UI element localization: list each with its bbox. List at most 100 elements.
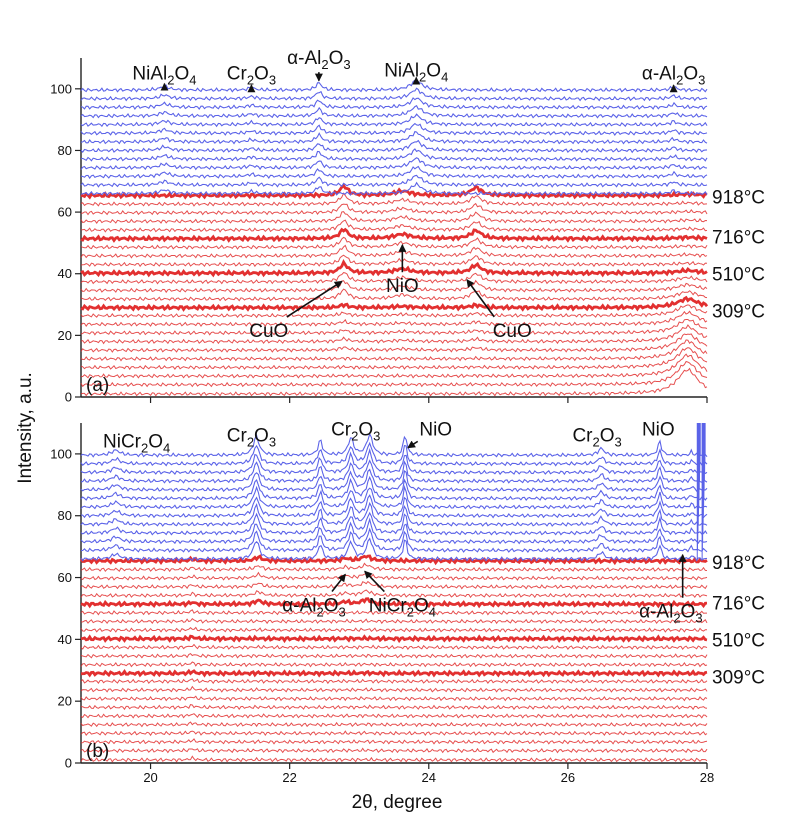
heating-trace	[80, 360, 708, 388]
heating-trace	[80, 367, 708, 397]
y-tick-label: 80	[58, 143, 72, 158]
cooling-trace	[80, 468, 708, 493]
heating-trace	[80, 183, 708, 200]
cooling-trace	[80, 165, 708, 180]
phase-label-part: Cr	[227, 426, 248, 447]
phase-label: Cr2O3	[227, 426, 276, 450]
phase-label-part: 3	[269, 73, 276, 88]
heating-trace	[80, 202, 708, 216]
phase-label-part: 4	[163, 441, 170, 456]
cooling-trace	[80, 122, 708, 136]
phase-label: NiO	[642, 419, 675, 440]
temperature-label: 918°C	[712, 188, 765, 209]
cooling-trace	[80, 494, 708, 519]
heating-trace	[80, 747, 708, 754]
cooling-trace	[80, 537, 708, 562]
heating-trace	[80, 652, 708, 659]
cooling-trace	[80, 527, 708, 554]
phase-label: Cr2O3	[227, 64, 276, 88]
phase-arrow	[407, 440, 419, 449]
phase-label-part: α-Al	[282, 596, 316, 617]
heating-trace	[80, 704, 708, 711]
cooling-trace	[80, 130, 708, 145]
cooling-trace	[80, 459, 708, 484]
heating-trace	[80, 562, 708, 573]
heating-trace	[80, 738, 708, 745]
phase-label-part: 2	[419, 69, 426, 84]
heating-trace	[80, 755, 708, 763]
x-tick-label: 24	[422, 770, 436, 785]
y-tick-label: 40	[58, 266, 72, 281]
heating-trace	[80, 634, 708, 644]
y-tick-label: 40	[58, 632, 72, 647]
y-axis-title: Intensity, a.u.	[15, 372, 36, 484]
phase-label: Cr2O3	[572, 426, 621, 450]
phase-label-part: Cr	[331, 419, 352, 440]
panel-a: 020406080100918°C716°C510°C309°C(a)NiAl2…	[50, 48, 765, 404]
phase-label-part: O	[254, 64, 269, 85]
phase-label: α-Al2O3	[287, 48, 350, 72]
heating-trace	[80, 288, 708, 302]
phase-label-part: NiO	[386, 276, 419, 297]
phase-label: CuO	[249, 321, 288, 342]
phase-label-part: α-Al	[642, 64, 676, 85]
phase-label-part: 2	[141, 441, 148, 456]
phase-label-part: 4	[441, 69, 448, 84]
cooling-trace	[80, 432, 708, 458]
heating-trace	[81, 219, 708, 233]
phase-label-part: 2	[676, 73, 683, 88]
phase-arrow	[364, 570, 385, 593]
heating-trace	[80, 304, 708, 319]
phase-label-part: NiCr	[103, 432, 142, 453]
phase-label: NiO	[386, 276, 419, 297]
x-tick-label: 28	[700, 770, 714, 785]
phase-label: Cr2O3	[331, 419, 380, 443]
cooling-trace	[80, 501, 708, 528]
temperature-label: 510°C	[712, 630, 765, 651]
cooling-trace	[80, 447, 708, 476]
phase-arrow	[331, 573, 346, 593]
heating-trace	[80, 295, 709, 312]
heating-trace	[80, 643, 708, 651]
y-tick-label: 0	[65, 756, 72, 771]
phase-label: NiAl2O4	[132, 64, 196, 88]
cooling-trace	[80, 517, 708, 545]
cooling-trace	[80, 475, 708, 502]
cooling-trace	[80, 87, 708, 102]
panel-label: (b)	[86, 741, 109, 762]
heating-trace	[80, 244, 708, 259]
heating-trace	[80, 211, 708, 224]
phase-label-part: 2	[351, 428, 358, 443]
heating-trace	[80, 597, 708, 609]
phase-label-part: O	[426, 60, 441, 81]
phase-label-part: O	[254, 426, 269, 447]
heating-trace	[80, 339, 708, 362]
phase-label-part: 4	[189, 73, 196, 88]
heating-trace	[80, 333, 708, 353]
cooling-trace	[80, 181, 708, 197]
temperature-label: 510°C	[712, 265, 765, 286]
phase-label: CuO	[493, 321, 532, 342]
y-tick-label: 100	[50, 446, 72, 461]
phase-label-part: O	[358, 419, 373, 440]
cooling-trace	[80, 148, 708, 162]
temperature-label: 716°C	[712, 228, 765, 249]
cooling-trace	[80, 441, 708, 467]
phase-label: NiCr2O4	[103, 432, 170, 456]
phase-label-part: 2	[321, 57, 328, 72]
heating-trace	[80, 609, 707, 616]
heating-trace	[80, 589, 708, 599]
x-axis-title: 2θ, degree	[352, 792, 443, 813]
x-tick-label: 26	[561, 770, 575, 785]
phase-label-part: 3	[695, 611, 702, 626]
temperature-label: 716°C	[712, 593, 765, 614]
phase-label: NiCr2O4	[369, 596, 436, 620]
panel-label: (a)	[86, 375, 109, 396]
phase-label-part: NiAl	[132, 64, 167, 85]
y-tick-label: 60	[58, 205, 72, 220]
phase-label-part: NiCr	[369, 596, 408, 617]
phase-label-part: 3	[698, 73, 705, 88]
heating-trace	[80, 721, 708, 728]
temperature-label: 309°C	[712, 667, 765, 688]
cooling-trace	[80, 79, 708, 93]
